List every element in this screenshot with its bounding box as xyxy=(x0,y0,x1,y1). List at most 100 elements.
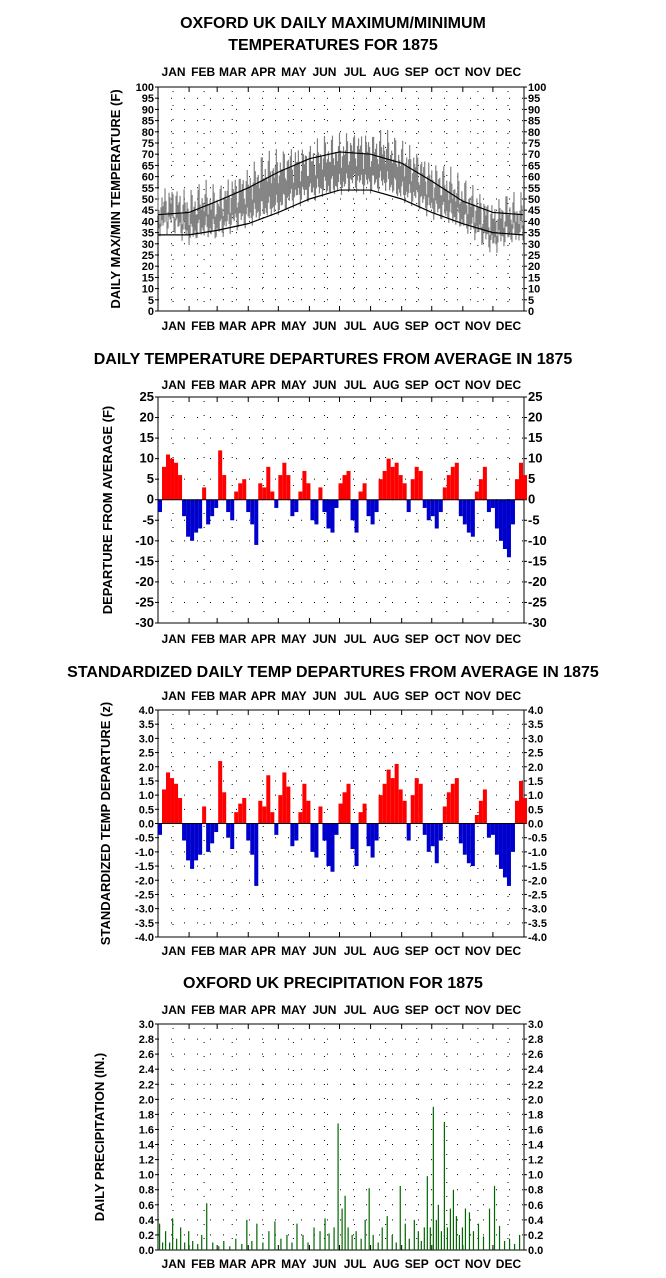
y-tick-label-left: 3.5 xyxy=(139,719,154,731)
data-bar xyxy=(449,1208,451,1250)
month-label: APR xyxy=(251,319,277,333)
y-tick-label-right: 2.0 xyxy=(528,762,543,774)
month-label: AUG xyxy=(373,632,400,646)
data-bar xyxy=(258,483,263,500)
data-bar xyxy=(235,1238,237,1250)
y-tick-label-right: -5 xyxy=(528,512,540,527)
data-bar xyxy=(422,499,427,508)
data-bar xyxy=(180,1227,182,1250)
data-bar xyxy=(170,778,175,824)
data-bar xyxy=(506,499,511,558)
data-bar xyxy=(218,450,223,500)
y-tick-label-left: -20 xyxy=(135,574,154,589)
normal-min-line xyxy=(158,189,524,236)
y-tick-label-right: 15 xyxy=(528,272,540,284)
data-bar xyxy=(176,1238,178,1250)
month-label: MAR xyxy=(219,65,247,79)
month-label: SEP xyxy=(405,319,429,333)
data-bar xyxy=(266,775,271,824)
y-tick-label-right: 1.0 xyxy=(528,790,543,802)
month-label: FEB xyxy=(191,1257,215,1271)
y-tick-label-left: -30 xyxy=(135,615,154,630)
data-bar xyxy=(426,1176,428,1250)
y-tick-label-left: 65 xyxy=(142,160,154,172)
data-bar xyxy=(342,475,347,500)
data-bar xyxy=(274,1221,276,1250)
data-bar xyxy=(230,499,235,521)
month-label: JUL xyxy=(344,378,367,392)
data-bar xyxy=(368,1188,370,1250)
y-tick-label-left: -0.5 xyxy=(135,833,154,845)
month-label: DEC xyxy=(496,689,522,703)
y-tick-label-right: 1.4 xyxy=(528,1140,544,1152)
data-bar xyxy=(241,1243,243,1250)
month-label: NOV xyxy=(465,1003,491,1017)
data-bar xyxy=(406,823,411,841)
data-bar xyxy=(206,499,211,525)
data-bar xyxy=(222,475,227,500)
data-bar xyxy=(440,1231,442,1250)
data-bar xyxy=(197,1243,199,1250)
data-bar xyxy=(334,499,339,508)
data-bar xyxy=(184,1242,186,1250)
data-bar xyxy=(386,458,391,500)
y-tick-label-right: -2.5 xyxy=(528,889,547,901)
month-label: JAN xyxy=(162,65,186,79)
standardized-departure-chart: STANDARDIZED DAILY TEMP DEPARTURES FROM … xyxy=(67,664,599,958)
y-tick-label-right: 2.0 xyxy=(528,1094,543,1106)
y-tick-label-left: 3.0 xyxy=(139,1019,154,1031)
month-label: FEB xyxy=(191,319,215,333)
month-label: DEC xyxy=(496,378,522,392)
y-tick-label-left: 0.5 xyxy=(139,804,154,816)
data-bar xyxy=(468,1212,471,1250)
data-bar xyxy=(418,783,423,824)
data-bar xyxy=(307,1242,309,1250)
month-label: JUL xyxy=(344,944,367,958)
month-label: JUL xyxy=(344,65,367,79)
data-bar xyxy=(437,1204,439,1250)
y-tick-label-right: -20 xyxy=(528,574,547,589)
y-tick-label-right: -1.0 xyxy=(528,847,547,859)
chart-title: DAILY TEMPERATURE DEPARTURES FROM AVERAG… xyxy=(94,351,573,368)
data-bar xyxy=(470,823,475,867)
data-bar xyxy=(162,466,167,500)
data-bar xyxy=(399,1185,401,1250)
data-bar xyxy=(286,1234,288,1250)
data-bar xyxy=(404,1223,406,1250)
month-label: MAR xyxy=(219,319,247,333)
data-bar xyxy=(192,1240,194,1250)
month-label: AUG xyxy=(373,689,400,703)
y-tick-label-left: 10 xyxy=(140,451,154,466)
month-label: NOV xyxy=(465,1257,491,1271)
y-axis-label: DEPARTURE FROM AVERAGE (F) xyxy=(100,406,115,614)
data-bar xyxy=(482,789,487,824)
data-bar xyxy=(172,1218,174,1250)
y-tick-label-left: 0.4 xyxy=(139,1215,155,1227)
y-tick-label-right: 70 xyxy=(528,149,540,161)
data-bar xyxy=(442,487,447,500)
data-bar xyxy=(186,499,191,537)
month-label: NOV xyxy=(465,319,491,333)
data-bar xyxy=(158,499,163,513)
data-bar xyxy=(477,1223,480,1250)
data-bar xyxy=(450,783,455,824)
month-label: DEC xyxy=(496,1257,522,1271)
data-bar xyxy=(290,499,295,517)
data-bar xyxy=(354,499,359,533)
month-label: SEP xyxy=(405,1003,429,1017)
data-bar xyxy=(522,475,528,500)
month-label: MAY xyxy=(281,378,307,392)
data-bar xyxy=(429,1227,431,1250)
data-bar xyxy=(170,458,175,500)
data-bar xyxy=(514,800,519,824)
y-axis-label: DAILY MAX/MIN TEMPERATURE (F) xyxy=(108,89,123,308)
y-tick-label-left: 1.4 xyxy=(139,1140,155,1152)
y-tick-label-left: 90 xyxy=(142,104,154,116)
data-bar xyxy=(438,499,443,513)
data-bar xyxy=(508,1238,511,1250)
chart-title: OXFORD UK PRECIPITATION FOR 1875 xyxy=(183,975,483,992)
month-label: OCT xyxy=(435,65,461,79)
data-bar xyxy=(326,823,331,867)
y-tick-label-left: 75 xyxy=(142,138,154,150)
y-tick-label-left: 50 xyxy=(142,194,154,206)
